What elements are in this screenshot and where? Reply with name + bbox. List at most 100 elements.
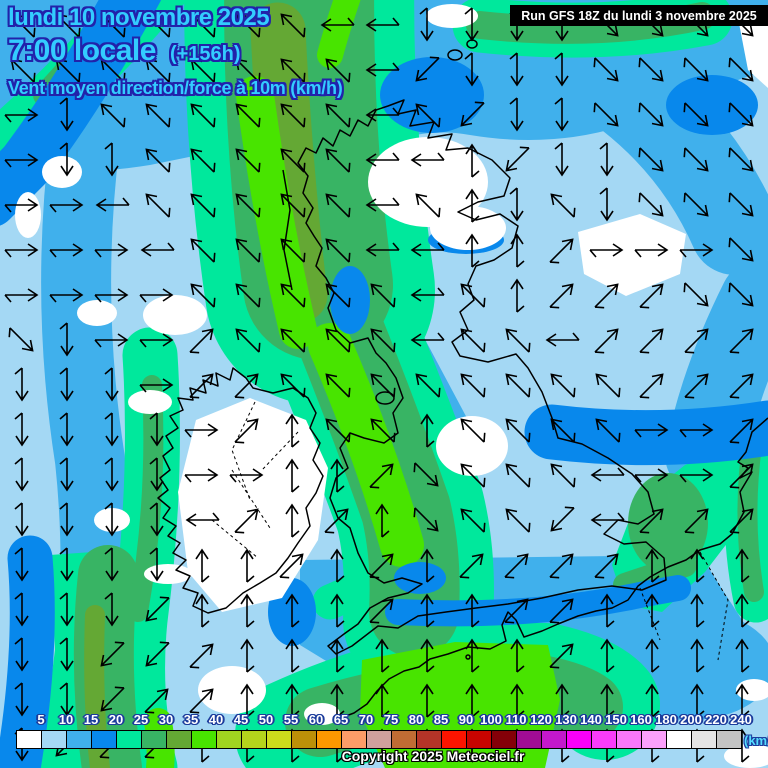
wind-arrow (100, 103, 126, 128)
scale-cell (691, 730, 717, 749)
wind-arrow (14, 592, 29, 627)
scale-tick-label: 240 (730, 712, 752, 727)
wind-arrow (549, 643, 574, 669)
wind-arrow (410, 287, 445, 302)
wind-arrow (235, 193, 261, 218)
continent-internal-borders (639, 551, 729, 661)
scale-cell (541, 730, 567, 749)
wind-arrow (465, 683, 480, 718)
scale-cell (41, 730, 67, 749)
scale-tick-label: 65 (333, 712, 349, 727)
wind-arrow (679, 243, 714, 258)
wind-arrow (14, 547, 29, 582)
scale-tick-label: 50 (258, 712, 274, 727)
scale-tick-label: 30 (158, 712, 174, 727)
wind-arrow (600, 683, 615, 718)
wind-arrow (683, 192, 709, 217)
wind-arrow (679, 468, 714, 483)
wind-arrow (369, 553, 394, 579)
wind-arrow (325, 193, 351, 218)
scale-tick-label: 20 (108, 712, 124, 727)
wind-arrow (285, 503, 300, 538)
wind-arrow (240, 638, 255, 673)
wind-arrow (55, 13, 81, 38)
wind-arrow (600, 593, 615, 628)
wind-arrow (370, 373, 396, 398)
wind-arrow (365, 197, 400, 212)
wind-arrow (59, 322, 74, 357)
wind-arrow (144, 688, 169, 714)
wind-arrow (679, 423, 714, 438)
wind-arrow (729, 463, 754, 489)
wind-arrow (145, 148, 171, 173)
wind-arrow (375, 683, 390, 718)
wind-arrow (325, 103, 351, 128)
ireland-internal-borders (211, 401, 299, 559)
wind-arrow (505, 508, 531, 533)
scale-tick-label: 160 (630, 712, 652, 727)
wind-arrow (234, 373, 259, 399)
wind-arrow (420, 413, 435, 448)
wind-arrow (729, 328, 754, 354)
scale-tick-label: 140 (580, 712, 602, 727)
wind-arrow (460, 463, 486, 488)
scale-tick-label: 110 (505, 712, 527, 727)
scale-cell (366, 730, 392, 749)
scale-tick-label: 120 (530, 712, 552, 727)
wind-arrow (735, 548, 750, 583)
wind-arrow (184, 468, 219, 483)
wind-arrow (460, 101, 485, 127)
wind-arrow (593, 102, 619, 127)
wind-arrow (365, 17, 400, 32)
wind-arrow (240, 548, 255, 583)
wind-arrow (104, 367, 119, 402)
calm-region-white (15, 4, 768, 768)
wind-arrow (510, 638, 525, 673)
wind-arrow (550, 506, 575, 532)
wind-arrow (593, 57, 619, 82)
wind-arrow (330, 638, 345, 673)
scale-cell (91, 730, 117, 749)
wind-arrow (510, 233, 525, 268)
wind-arrow (590, 512, 625, 527)
wind-arrow (14, 682, 29, 717)
wind-arrow (728, 57, 754, 82)
wind-arrow (59, 547, 74, 582)
wind-arrow (104, 412, 119, 447)
wind-arrow (370, 328, 396, 353)
wind-arrow (505, 418, 531, 443)
wind-arrow (460, 418, 486, 443)
wind-arrow (728, 147, 754, 172)
wind-arrow (550, 463, 576, 488)
map-title-block: lundi 10 novembre 2025 7:00 locale (+156… (8, 4, 343, 99)
wind-arrow (59, 682, 74, 717)
wind-arrow (145, 193, 171, 218)
wind-arrow (550, 193, 576, 218)
scale-tick-label: 180 (655, 712, 677, 727)
wind-arrow (59, 367, 74, 402)
wind-arrow (683, 147, 709, 172)
wind-arrow (149, 412, 164, 447)
wind-arrow (728, 282, 754, 307)
wind-arrow (104, 142, 119, 177)
wind-arrow (59, 637, 74, 672)
wind-arrow (420, 638, 435, 673)
wind-arrow (465, 593, 480, 628)
wind-arrow (645, 683, 660, 718)
wind-arrow (14, 367, 29, 402)
wind-arrow (690, 593, 705, 628)
scale-tick-label: 80 (408, 712, 424, 727)
wind-arrow (104, 502, 119, 537)
wind-arrow (4, 108, 39, 123)
wind-arrow (595, 418, 621, 443)
wind-arrow (509, 97, 524, 132)
wind-arrow (555, 683, 570, 718)
wind-arrow (600, 638, 615, 673)
wind-arrow (189, 373, 214, 399)
wind-arrow (545, 332, 580, 347)
wind-arrow (599, 142, 614, 177)
wind-arrow (549, 598, 574, 624)
scale-tick-label: 75 (383, 712, 399, 727)
